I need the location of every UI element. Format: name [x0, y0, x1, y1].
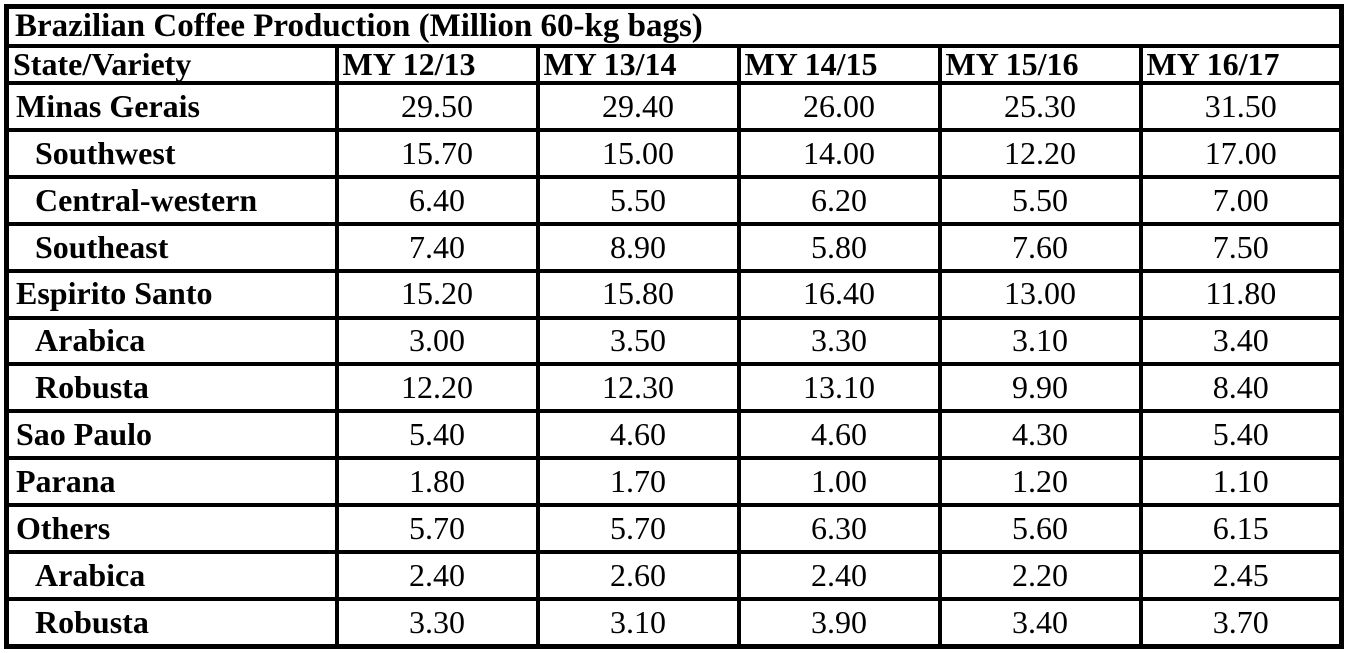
table-row: Central-western 6.40 5.50 6.20 5.50 7.00	[4, 174, 1344, 226]
value-cell: 3.90	[736, 596, 942, 649]
value-cell: 7.40	[334, 221, 540, 273]
column-header-state-variety: State/Variety	[4, 43, 339, 86]
value-cell: 4.60	[736, 409, 942, 461]
column-header-my-15-16: MY 15/16	[937, 43, 1143, 86]
value-cell: 4.60	[535, 409, 741, 461]
value-cell: 2.40	[736, 549, 942, 601]
value-cell: 15.20	[334, 268, 540, 320]
column-header-my-14-15: MY 14/15	[736, 43, 942, 86]
value-cell: 3.30	[736, 315, 942, 367]
value-cell: 12.20	[937, 128, 1143, 179]
value-cell: 7.60	[937, 221, 1143, 273]
row-label: Southwest	[4, 128, 339, 179]
value-cell: 15.80	[535, 268, 741, 320]
row-label: Espirito Santo	[4, 268, 339, 320]
value-cell: 3.40	[1138, 315, 1344, 367]
table-row: Robusta 3.30 3.10 3.90 3.40 3.70	[4, 596, 1344, 649]
value-cell: 13.00	[937, 268, 1143, 320]
value-cell: 8.40	[1138, 362, 1344, 414]
value-cell: 5.70	[535, 503, 741, 554]
value-cell: 14.00	[736, 128, 942, 179]
row-label: Minas Gerais	[4, 81, 339, 133]
value-cell: 13.10	[736, 362, 942, 414]
value-cell: 1.00	[736, 456, 942, 508]
value-cell: 5.70	[334, 503, 540, 554]
value-cell: 6.15	[1138, 503, 1344, 554]
value-cell: 6.30	[736, 503, 942, 554]
value-cell: 17.00	[1138, 128, 1344, 179]
table-row: Minas Gerais 29.50 29.40 26.00 25.30 31.50	[4, 81, 1344, 133]
value-cell: 2.20	[937, 549, 1143, 601]
value-cell: 15.70	[334, 128, 540, 179]
value-cell: 12.20	[334, 362, 540, 414]
value-cell: 3.10	[535, 596, 741, 649]
value-cell: 3.40	[937, 596, 1143, 649]
value-cell: 15.00	[535, 128, 741, 179]
table-row: Arabica 2.40 2.60 2.40 2.20 2.45	[4, 549, 1344, 601]
column-header-my-12-13: MY 12/13	[334, 43, 540, 86]
value-cell: 1.80	[334, 456, 540, 508]
table-row: Robusta 12.20 12.30 13.10 9.90 8.40	[4, 362, 1344, 414]
value-cell: 11.80	[1138, 268, 1344, 320]
value-cell: 3.00	[334, 315, 540, 367]
row-label: Parana	[4, 456, 339, 508]
value-cell: 5.50	[937, 174, 1143, 226]
value-cell: 3.10	[937, 315, 1143, 367]
value-cell: 6.40	[334, 174, 540, 226]
value-cell: 12.30	[535, 362, 741, 414]
table-row: Espirito Santo 15.20 15.80 16.40 13.00 11.80	[4, 268, 1344, 320]
table-body: Minas Gerais 29.50 29.40 26.00 25.30 31.50 Sou…	[4, 81, 1344, 649]
value-cell: 2.40	[334, 549, 540, 601]
value-cell: 9.90	[937, 362, 1143, 414]
title-row: Brazilian Coffee Production (Million 60-…	[4, 4, 1344, 48]
value-cell: 5.80	[736, 221, 942, 273]
value-cell: 16.40	[736, 268, 942, 320]
value-cell: 1.20	[937, 456, 1143, 508]
value-cell: 29.40	[535, 81, 741, 133]
value-cell: 1.70	[535, 456, 741, 508]
value-cell: 5.50	[535, 174, 741, 226]
table-row: Southeast 7.40 8.90 5.80 7.60 7.50	[4, 221, 1344, 273]
value-cell: 5.60	[937, 503, 1143, 554]
row-label: Sao Paulo	[4, 409, 339, 461]
value-cell: 8.90	[535, 221, 741, 273]
table-row: Arabica 3.00 3.50 3.30 3.10 3.40	[4, 315, 1344, 367]
header-row: State/Variety MY 12/13 MY 13/14 MY 14/15…	[4, 43, 1344, 86]
value-cell: 6.20	[736, 174, 942, 226]
value-cell: 31.50	[1138, 81, 1344, 133]
value-cell: 3.70	[1138, 596, 1344, 649]
value-cell: 26.00	[736, 81, 942, 133]
value-cell: 5.40	[1138, 409, 1344, 461]
value-cell: 1.10	[1138, 456, 1344, 508]
row-label: Others	[4, 503, 339, 554]
coffee-production-table: Brazilian Coffee Production (Million 60-…	[4, 4, 1345, 649]
table-row: Others 5.70 5.70 6.30 5.60 6.15	[4, 503, 1344, 554]
row-label: Arabica	[4, 549, 339, 601]
value-cell: 7.00	[1138, 174, 1344, 226]
table-row: Parana 1.80 1.70 1.00 1.20 1.10	[4, 456, 1344, 508]
table-row: Southwest 15.70 15.00 14.00 12.20 17.00	[4, 128, 1344, 179]
value-cell: 3.30	[334, 596, 540, 649]
row-label: Robusta	[4, 596, 339, 649]
value-cell: 25.30	[937, 81, 1143, 133]
table-row: Sao Paulo 5.40 4.60 4.60 4.30 5.40	[4, 409, 1344, 461]
value-cell: 3.50	[535, 315, 741, 367]
row-label: Central-western	[4, 174, 339, 226]
row-label: Robusta	[4, 362, 339, 414]
value-cell: 2.45	[1138, 549, 1344, 601]
row-label: Southeast	[4, 221, 339, 273]
row-label: Arabica	[4, 315, 339, 367]
value-cell: 2.60	[535, 549, 741, 601]
value-cell: 5.40	[334, 409, 540, 461]
value-cell: 29.50	[334, 81, 540, 133]
table-title: Brazilian Coffee Production (Million 60-…	[4, 4, 1344, 48]
value-cell: 7.50	[1138, 221, 1344, 273]
column-header-my-13-14: MY 13/14	[535, 43, 741, 86]
column-header-my-16-17: MY 16/17	[1138, 43, 1344, 86]
value-cell: 4.30	[937, 409, 1143, 461]
